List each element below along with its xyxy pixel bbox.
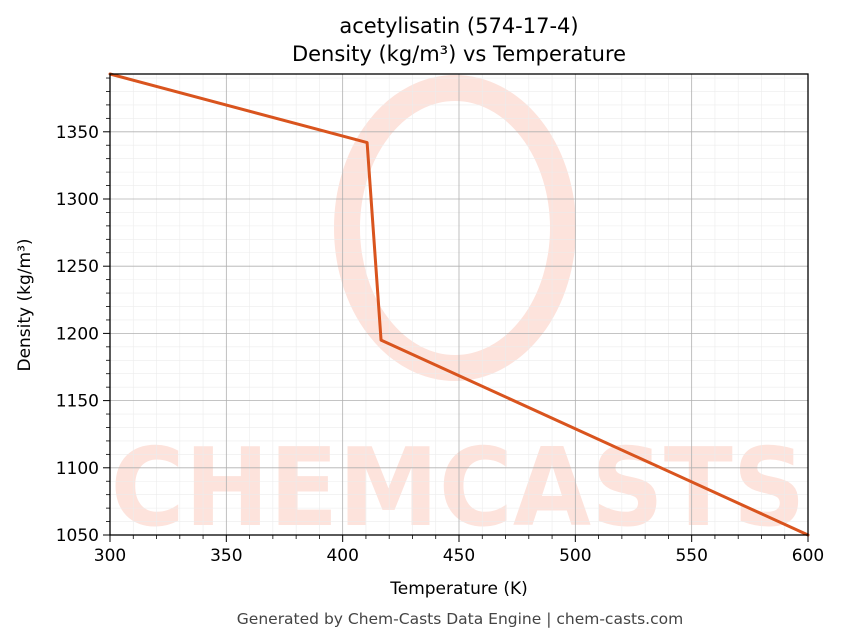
- x-tick-label: 450: [443, 546, 475, 566]
- x-tick-label: 600: [792, 546, 824, 566]
- x-tick-label: 400: [326, 546, 358, 566]
- y-tick-label: 1300: [56, 190, 99, 210]
- x-tick-label: 300: [94, 546, 126, 566]
- watermark-text: CHEMCASTS: [111, 426, 806, 551]
- chart-title: acetylisatin (574-17-4): [339, 14, 578, 38]
- density-line: [108, 72, 810, 537]
- footer-credit: Generated by Chem-Casts Data Engine | ch…: [237, 610, 683, 628]
- y-tick-label: 1200: [56, 324, 99, 344]
- y-tick-label: 1100: [56, 459, 99, 479]
- watermark-ring: [334, 75, 576, 381]
- ticks-layer: 300 350 400 450 500 550 600 1050 1100 1150 1200 125…: [56, 77, 824, 566]
- chart-subtitle: Density (kg/m³) vs Temperature: [292, 42, 626, 66]
- x-tick-label: 350: [210, 546, 242, 566]
- y-tick-label: 1150: [56, 392, 99, 412]
- y-tick-label: 1050: [56, 526, 99, 546]
- y-tick-label: 1250: [56, 257, 99, 277]
- x-tick-label: 500: [559, 546, 591, 566]
- y-axis-label: Density (kg/m³): [15, 238, 35, 371]
- x-axis-label: Temperature (K): [389, 579, 528, 599]
- x-tick-label: 550: [675, 546, 707, 566]
- y-tick-label: 1350: [56, 123, 99, 143]
